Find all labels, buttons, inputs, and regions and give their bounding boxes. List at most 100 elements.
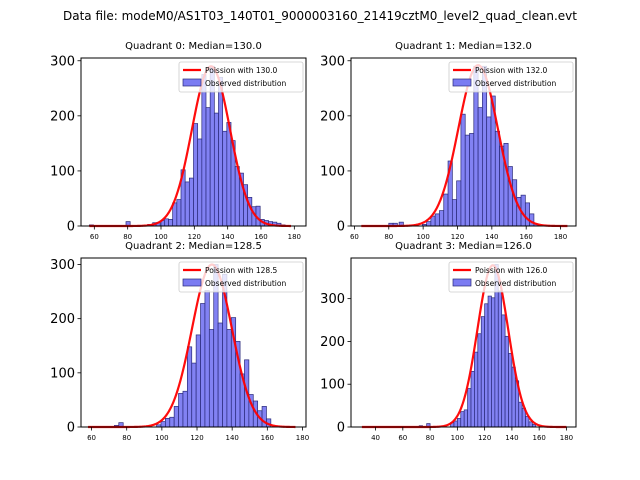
histogram-bar (178, 393, 184, 428)
histogram-bar (484, 303, 489, 428)
histogram-bar (456, 180, 462, 227)
histogram-bar (191, 362, 197, 428)
x-tick-label: 160 (520, 233, 533, 241)
histogram-bar (226, 122, 232, 227)
x-tick-label: 180 (296, 434, 309, 442)
histogram-bar (497, 290, 503, 428)
histogram-bar (487, 295, 492, 428)
subplot-title: Quadrant 0: Median=130.0 (125, 41, 262, 52)
histogram-bar (451, 199, 457, 227)
x-tick-label: 160 (532, 434, 545, 442)
subplot-title: Quadrant 3: Median=126.0 (395, 241, 532, 252)
x-tick-label: 160 (261, 434, 274, 442)
histogram-bar (205, 107, 211, 227)
legend-bar-swatch (452, 78, 472, 87)
histogram-bar (200, 303, 206, 428)
axes-frame (350, 57, 577, 227)
x-tick-label: 140 (485, 233, 498, 241)
y-tick-label: 100 (320, 164, 345, 179)
x-tick-label: 140 (225, 434, 238, 442)
histogram-bar (222, 130, 228, 227)
legend-label-poisson: Poission with 126.0 (475, 266, 548, 275)
legend-label-poisson: Poission with 128.5 (205, 266, 278, 275)
x-tick-label: 80 (123, 233, 132, 241)
legend-bar-swatch (182, 78, 202, 87)
histogram-bar (474, 351, 479, 428)
y-tick-label: 0 (67, 220, 75, 235)
axes-frame (350, 257, 577, 428)
histogram-bar (160, 421, 166, 428)
histogram-bar (176, 199, 182, 227)
histogram-bar (457, 418, 462, 428)
histogram-bar (470, 371, 475, 428)
x-tick-label: 100 (155, 434, 168, 442)
axes-frame (80, 257, 307, 428)
histogram-bar (217, 322, 223, 428)
subplot-title: Quadrant 2: Median=128.5 (125, 241, 262, 252)
legend-box (448, 261, 574, 293)
histogram-bar (208, 329, 215, 428)
histogram-bar (193, 123, 199, 227)
x-tick-label: 140 (221, 233, 234, 241)
histogram-bar (486, 116, 492, 227)
histogram-bar (491, 297, 496, 428)
x-tick-label: 120 (451, 233, 464, 241)
histogram-bar (226, 329, 232, 428)
histogram-bar (469, 133, 475, 227)
histogram-bar (508, 353, 513, 428)
x-tick-label: 80 (426, 434, 435, 442)
histogram-bar (184, 181, 190, 227)
histogram-bar (434, 213, 440, 227)
y-tick-label: 300 (50, 258, 75, 273)
legend-box (448, 61, 574, 93)
histogram-bar (464, 134, 470, 227)
x-tick-label: 120 (478, 434, 491, 442)
y-tick-label: 200 (320, 335, 345, 350)
histogram-bar (504, 335, 509, 428)
x-tick-label: 60 (398, 434, 407, 442)
histogram-bar (460, 411, 465, 428)
histogram-bar (494, 130, 500, 227)
histogram-bar (204, 290, 210, 428)
legend-label-observed: Observed distribution (205, 79, 286, 88)
histogram-bar (460, 113, 466, 227)
histogram-bar (173, 406, 179, 428)
histogram-bar (197, 138, 203, 227)
y-tick-label: 300 (320, 292, 345, 307)
subplot-title: Quadrant 1: Median=132.0 (395, 41, 532, 52)
histogram-bar (467, 388, 472, 428)
figure-suptitle: Data file: modeM0/AS1T03_140T01_90000031… (63, 9, 577, 23)
legend-label-observed: Observed distribution (205, 279, 286, 288)
histogram-bar (168, 219, 174, 227)
histogram-bar (528, 421, 533, 428)
histogram-bar (182, 390, 188, 428)
histogram-bar (443, 193, 449, 227)
histogram-bar (524, 202, 530, 227)
x-tick-label: 180 (560, 434, 573, 442)
histogram-bar (186, 346, 193, 428)
x-tick-label: 120 (188, 233, 201, 241)
y-tick-label: 100 (50, 164, 75, 179)
y-tick-label: 200 (50, 109, 75, 124)
histogram-bar (477, 107, 483, 227)
histogram-bar (201, 74, 207, 227)
legend-box (178, 261, 304, 293)
y-tick-label: 200 (50, 312, 75, 327)
x-tick-label: 60 (350, 233, 359, 241)
histogram-bar (169, 416, 175, 428)
x-tick-label: 100 (416, 233, 429, 241)
histogram-bar (188, 177, 194, 227)
histogram-bar (518, 401, 523, 428)
legend-box (178, 61, 304, 93)
histogram-bar (195, 334, 201, 428)
subplot-quadrant-1: Quadrant 1: Median=132.0 0 100 200 300 60 80 10… (320, 41, 577, 241)
legend-label-observed: Observed distribution (475, 79, 556, 88)
histogram-bar (163, 218, 169, 227)
x-tick-label: 40 (371, 434, 380, 442)
legend-label-observed: Observed distribution (475, 279, 556, 288)
histogram-bar (426, 221, 432, 227)
y-tick-label: 0 (337, 220, 345, 235)
y-tick-label: 200 (320, 109, 345, 124)
x-tick-label: 140 (505, 434, 518, 442)
